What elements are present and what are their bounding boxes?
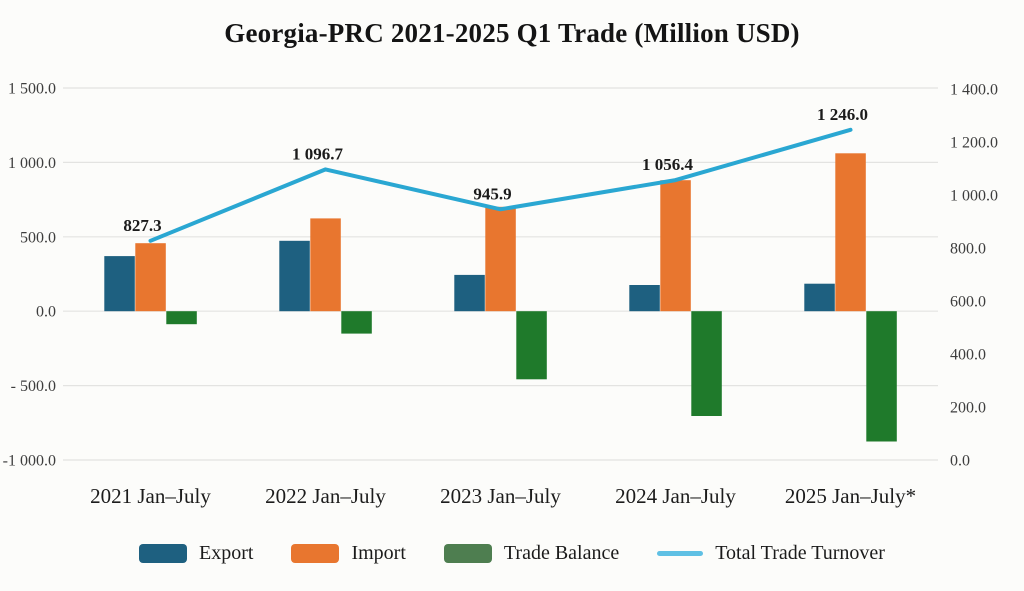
left-axis-labels: 1 500.0 1 000.0 500.0 0.0 - 500.0 -1 000.0 xyxy=(3,81,56,470)
svg-text:2024 Jan–July: 2024 Jan–July xyxy=(615,484,736,508)
chart-title: Georgia-PRC 2021-2025 Q1 Trade (Million … xyxy=(224,18,800,48)
legend-label-trade-balance: Trade Balance xyxy=(503,542,620,564)
legend-label-import: Import xyxy=(351,542,406,564)
svg-text:0.0: 0.0 xyxy=(36,304,56,321)
export-swatch xyxy=(139,544,188,563)
svg-text:200.0: 200.0 xyxy=(950,400,986,417)
import-swatch xyxy=(291,544,340,563)
svg-text:1 056.4: 1 056.4 xyxy=(642,155,694,174)
legend-item-trade-balance: Trade Balance xyxy=(443,542,620,565)
legend-item-turnover: Total Trade Turnover xyxy=(657,542,885,565)
svg-text:2023 Jan–July: 2023 Jan–July xyxy=(440,484,561,508)
turnover-line-swatch xyxy=(657,551,704,556)
bars-trade-balance xyxy=(166,311,897,442)
svg-text:1 500.0: 1 500.0 xyxy=(8,81,56,98)
svg-text:1 000.0: 1 000.0 xyxy=(8,155,56,172)
svg-text:1 246.0: 1 246.0 xyxy=(817,105,868,124)
svg-text:-1 000.0: -1 000.0 xyxy=(3,453,56,470)
svg-text:827.3: 827.3 xyxy=(123,216,161,235)
legend-label-turnover: Total Trade Turnover xyxy=(715,542,885,564)
trade-balance-swatch xyxy=(443,544,492,563)
bars-export xyxy=(104,240,835,312)
legend-item-export: Export xyxy=(139,542,253,565)
svg-text:400.0: 400.0 xyxy=(950,347,986,364)
turnover-line xyxy=(148,127,853,243)
svg-text:0.0: 0.0 xyxy=(950,453,970,470)
svg-text:- 500.0: - 500.0 xyxy=(11,378,56,395)
svg-text:1 096.7: 1 096.7 xyxy=(292,144,344,163)
right-axis-labels: 1 400.0 1 200.0 1 000.0 800.0 600.0 400.0 200.… xyxy=(950,82,998,470)
legend-label-export: Export xyxy=(199,542,254,564)
svg-text:1 200.0: 1 200.0 xyxy=(950,135,998,152)
svg-text:2022 Jan–July: 2022 Jan–July xyxy=(265,484,386,508)
legend: Export Import Trade Balance Total Trade … xyxy=(0,542,1024,565)
svg-text:500.0: 500.0 xyxy=(20,229,56,246)
legend-item-import: Import xyxy=(291,542,406,565)
svg-text:800.0: 800.0 xyxy=(950,241,986,258)
turnover-data-labels: 827.3 1 096.7 945.9 1 056.4 1 246.0 xyxy=(123,105,868,235)
bars-import xyxy=(135,153,866,312)
svg-text:945.9: 945.9 xyxy=(473,184,511,203)
svg-text:600.0: 600.0 xyxy=(950,294,986,311)
svg-text:1 400.0: 1 400.0 xyxy=(950,82,998,99)
x-axis-labels: 2021 Jan–July 2022 Jan–July 2023 Jan–July 2… xyxy=(90,484,916,508)
svg-text:2021 Jan–July: 2021 Jan–July xyxy=(90,484,211,508)
svg-text:2025 Jan–July*: 2025 Jan–July* xyxy=(785,484,916,508)
svg-text:1 000.0: 1 000.0 xyxy=(950,188,998,205)
